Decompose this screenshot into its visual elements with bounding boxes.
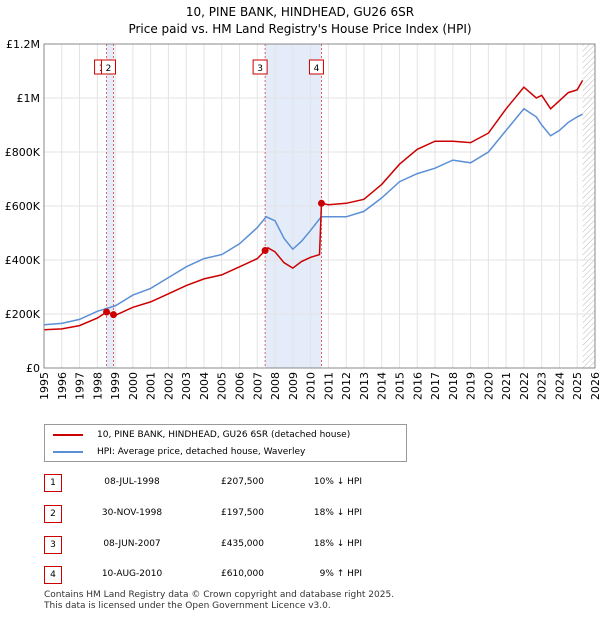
transaction-date: 30-NOV-1998 bbox=[101, 508, 163, 518]
transaction-hpi-diff: 18% ↓ HPI bbox=[313, 539, 362, 549]
legend-item-property: 10, PINE BANK, HINDHEAD, GU26 6SR (detac… bbox=[53, 427, 350, 443]
x-tick-label: 2016 bbox=[411, 372, 424, 400]
x-tick-label: 2018 bbox=[447, 372, 460, 400]
chart-legend: 10, PINE BANK, HINDHEAD, GU26 6SR (detac… bbox=[44, 424, 407, 462]
x-tick-label: 2011 bbox=[322, 372, 335, 400]
x-tick-label: 2005 bbox=[216, 372, 229, 400]
transaction-label-box bbox=[252, 59, 268, 75]
chart-title-line2: Price paid vs. HM Land Registry's House … bbox=[128, 22, 472, 36]
transaction-price: £610,000 bbox=[221, 569, 264, 579]
transaction-label-text: 2 bbox=[106, 64, 112, 74]
x-tick-label: 1995 bbox=[38, 372, 51, 400]
chart-title-line1: 10, PINE BANK, HINDHEAD, GU26 6SR bbox=[185, 5, 415, 19]
x-tick-label: 1999 bbox=[109, 372, 122, 400]
x-tick-label: 2019 bbox=[465, 372, 478, 400]
transaction-date: 08-JUN-2007 bbox=[103, 539, 161, 549]
y-tick-label: £1M bbox=[17, 92, 41, 105]
transaction-price: £435,000 bbox=[221, 539, 264, 549]
transaction-price: £207,500 bbox=[221, 477, 264, 487]
x-tick-label: 2013 bbox=[358, 372, 371, 400]
x-tick-label: 1998 bbox=[91, 372, 104, 400]
plot-frame bbox=[43, 43, 596, 369]
x-tick-label: 2012 bbox=[340, 372, 353, 400]
x-tick-label: 2009 bbox=[287, 372, 300, 400]
x-tick-label: 2003 bbox=[180, 372, 193, 400]
x-tick-label: 2017 bbox=[429, 372, 442, 400]
x-tick-label: 2004 bbox=[198, 372, 211, 400]
x-tick-label: 1997 bbox=[74, 372, 87, 400]
transaction-number-badge: 1 bbox=[44, 474, 62, 492]
x-tick-label: 2015 bbox=[393, 372, 406, 400]
transaction-point bbox=[261, 247, 269, 255]
transaction-label-box bbox=[100, 59, 116, 75]
x-tick-label: 2002 bbox=[162, 372, 175, 400]
transaction-point bbox=[103, 308, 111, 316]
y-tick-label: £600K bbox=[5, 200, 41, 213]
x-tick-label: 2026 bbox=[589, 372, 600, 400]
chart-title: 10, PINE BANK, HINDHEAD, GU26 6SR Price … bbox=[0, 4, 600, 38]
y-tick-label: £400K bbox=[5, 254, 41, 267]
x-tick-label: 2020 bbox=[482, 372, 495, 400]
x-tick-label: 2007 bbox=[251, 372, 264, 400]
transaction-number-badge: 3 bbox=[44, 536, 62, 554]
transaction-number-badge: 4 bbox=[44, 566, 62, 584]
transaction-point bbox=[317, 199, 325, 207]
transaction-label-text: 4 bbox=[314, 64, 320, 74]
x-tick-label: 2025 bbox=[571, 372, 584, 400]
x-tick-label: 2001 bbox=[145, 372, 158, 400]
transaction-label-text: 3 bbox=[257, 64, 263, 74]
legend-label-hpi: HPI: Average price, detached house, Wave… bbox=[97, 447, 306, 457]
legend-label-property: 10, PINE BANK, HINDHEAD, GU26 6SR (detac… bbox=[97, 430, 351, 440]
transaction-date: 08-JUL-1998 bbox=[104, 477, 160, 487]
transaction-row: 1 08-JUL-1998 £207,500 10% ↓ HPI bbox=[44, 474, 444, 492]
footer-licence: This data is licensed under the Open Gov… bbox=[44, 601, 331, 611]
transaction-point bbox=[109, 311, 117, 319]
y-tick-label: £0 bbox=[26, 362, 40, 375]
x-tick-label: 2021 bbox=[500, 372, 513, 400]
y-tick-label: £1.2M bbox=[6, 38, 40, 51]
footer-attribution: Contains HM Land Registry data © Crown c… bbox=[44, 590, 394, 612]
x-tick-label: 2010 bbox=[305, 372, 318, 400]
price-chart: 1234£0£200K£400K£600K£800K£1M£1.2M199519… bbox=[5, 38, 600, 400]
transaction-row: 4 10-AUG-2010 £610,000 9% ↑ HPI bbox=[44, 566, 444, 584]
legend-swatch-property bbox=[53, 434, 83, 436]
transaction-date: 10-AUG-2010 bbox=[101, 569, 163, 579]
transaction-row: 2 30-NOV-1998 £197,500 18% ↓ HPI bbox=[44, 505, 444, 523]
x-tick-label: 2000 bbox=[127, 372, 140, 400]
x-tick-label: 2022 bbox=[518, 372, 531, 400]
transaction-price: £197,500 bbox=[221, 508, 264, 518]
x-tick-label: 2014 bbox=[376, 372, 389, 400]
y-tick-label: £800K bbox=[5, 146, 41, 159]
transaction-row: 3 08-JUN-2007 £435,000 18% ↓ HPI bbox=[44, 536, 444, 554]
x-tick-label: 2023 bbox=[536, 372, 549, 400]
x-tick-label: 2006 bbox=[234, 372, 247, 400]
y-tick-label: £200K bbox=[5, 308, 41, 321]
x-tick-label: 1996 bbox=[56, 372, 69, 400]
footer-copyright: Contains HM Land Registry data © Crown c… bbox=[44, 590, 395, 600]
legend-swatch-hpi bbox=[53, 451, 83, 453]
transaction-hpi-diff: 10% ↓ HPI bbox=[313, 477, 362, 487]
transaction-hpi-diff: 18% ↓ HPI bbox=[313, 508, 362, 518]
x-tick-label: 2024 bbox=[553, 372, 566, 400]
transaction-hpi-diff: 9% ↑ HPI bbox=[319, 569, 362, 579]
transaction-number-badge: 2 bbox=[44, 505, 62, 523]
legend-item-hpi: HPI: Average price, detached house, Wave… bbox=[53, 444, 305, 460]
x-tick-label: 2008 bbox=[269, 372, 282, 400]
transaction-label-box bbox=[308, 59, 324, 75]
series-line-property bbox=[43, 80, 584, 331]
